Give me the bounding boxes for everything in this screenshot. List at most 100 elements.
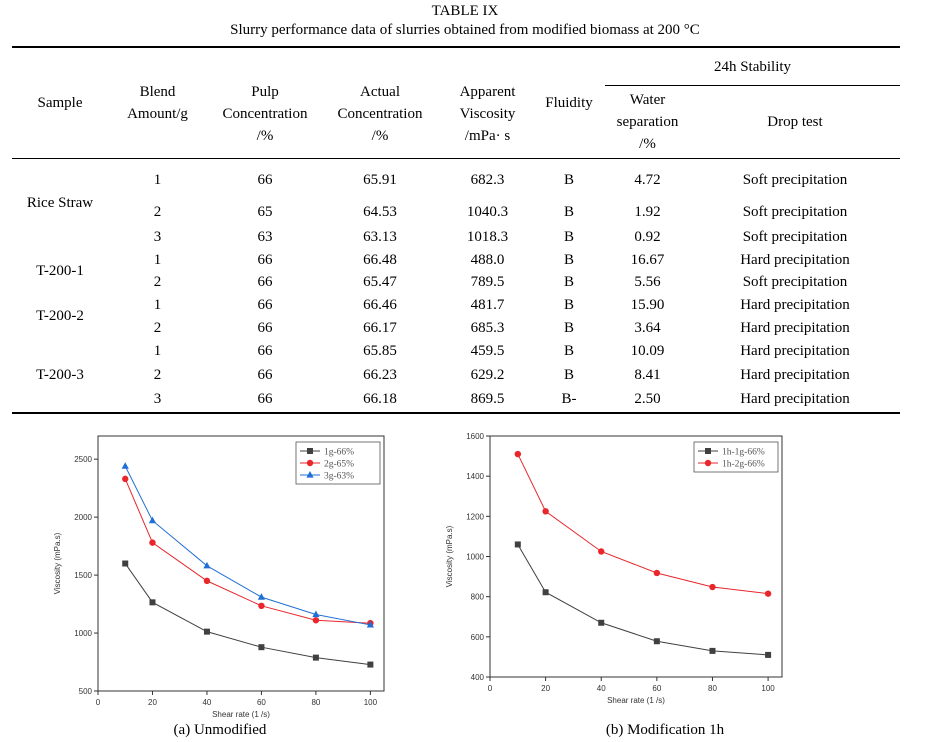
cell-actual: 66.17 <box>363 320 397 336</box>
cell-actual: 65.91 <box>363 172 397 188</box>
cell-drop: Hard precipitation <box>740 297 850 313</box>
header-actual: Actual Concentration/% <box>337 84 423 144</box>
data-point <box>258 602 265 610</box>
y-tick-label: 1000 <box>466 553 484 562</box>
cell-actual: 66.48 <box>363 252 397 268</box>
cell-viscosity: 789.5 <box>470 274 505 290</box>
legend-marker <box>705 448 711 454</box>
cell-blend: 2 <box>153 274 162 290</box>
data-point <box>709 647 716 654</box>
group-label: T-200-1 <box>36 263 84 279</box>
legend-marker <box>704 459 712 467</box>
y-tick-label: 600 <box>471 633 485 642</box>
y-axis-label: Viscosity (mPa.s) <box>53 532 62 594</box>
chart-unmodified: 0 20 40 60 80 100 500 1000 1500 2000 2500 Shear rat… <box>53 435 385 719</box>
chart-modification-1h: 0 20 40 60 80 100 400 600 800 1000 1200 1400 1600 She… <box>445 432 783 705</box>
cell-pulp: 66 <box>257 343 273 359</box>
cell-pulp: 66 <box>257 297 273 313</box>
cell-blend: 2 <box>153 367 162 383</box>
data-point <box>542 589 549 596</box>
cell-water: 15.90 <box>630 297 665 313</box>
cell-fluidity: B <box>563 229 574 245</box>
header-fluidity: Fluidity <box>545 95 593 111</box>
data-point <box>149 539 156 546</box>
group-label: T-200-3 <box>36 367 84 383</box>
data-point <box>203 561 211 569</box>
y-tick-label: 400 <box>471 673 485 682</box>
table-bottom-rule <box>12 412 900 414</box>
cell-viscosity: 629.2 <box>470 367 505 383</box>
cell-blend: 1 <box>153 252 162 268</box>
cell-viscosity: 481.7 <box>470 297 505 313</box>
header-water: Water separation/% <box>616 92 679 152</box>
cell-drop: Soft precipitation <box>742 274 848 290</box>
cell-water: 8.41 <box>634 367 661 383</box>
data-point <box>709 583 716 591</box>
legend-label: 3g-63% <box>324 472 354 482</box>
cell-actual: 66.18 <box>363 391 397 407</box>
cell-drop: Hard precipitation <box>740 252 850 268</box>
legend-label: 1h-2g-66% <box>722 460 765 470</box>
x-axis-label: Shear rate (1 /s) <box>607 696 665 705</box>
cell-pulp: 65 <box>257 204 273 220</box>
y-tick-label: 1400 <box>466 472 484 481</box>
cell-actual: 65.47 <box>363 274 397 290</box>
header-drop: Drop test <box>767 114 823 130</box>
x-tick-label: 100 <box>364 698 378 707</box>
cell-pulp: 66 <box>257 252 273 268</box>
cell-drop: Soft precipitation <box>742 204 848 220</box>
y-tick-label: 2500 <box>74 455 92 464</box>
data-point <box>514 450 522 458</box>
data-point <box>312 610 320 618</box>
data-point <box>312 617 320 624</box>
data-point <box>122 475 129 483</box>
series-line <box>517 544 769 656</box>
cell-blend: 3 <box>153 229 162 245</box>
cell-drop: Hard precipitation <box>740 343 850 359</box>
legend-label: 2g-65% <box>324 460 354 470</box>
x-tick-label: 20 <box>541 684 550 693</box>
header-viscosity: Apparent Viscosity/mPa· s <box>459 84 516 144</box>
data-point <box>149 599 156 606</box>
cell-blend: 3 <box>153 391 162 407</box>
cell-pulp: 63 <box>257 229 273 245</box>
cell-blend: 1 <box>153 343 162 359</box>
cell-water: 16.67 <box>630 252 665 268</box>
cell-viscosity: 1040.3 <box>466 204 509 220</box>
x-tick-label: 40 <box>597 684 606 693</box>
group-label: T-200-2 <box>36 308 84 324</box>
data-point <box>542 508 549 515</box>
data-point <box>257 593 266 600</box>
data-point <box>514 541 521 548</box>
y-tick-label: 1500 <box>74 571 92 580</box>
cell-water: 2.50 <box>634 391 661 407</box>
data-point <box>312 654 319 661</box>
legend-marker <box>306 459 314 467</box>
data-point <box>203 577 211 585</box>
header-stability: 24h Stability <box>713 59 792 75</box>
cell-water: 1.92 <box>634 204 661 220</box>
cell-fluidity: B <box>563 367 574 383</box>
y-tick-label: 2000 <box>74 513 92 522</box>
data-point <box>653 638 660 645</box>
x-tick-label: 60 <box>257 698 266 707</box>
header-pulp: Pulp Concentration/% <box>222 84 308 144</box>
series-line <box>124 465 371 626</box>
series-line <box>124 563 371 666</box>
table-header-rule <box>12 158 900 159</box>
data-point <box>764 590 772 597</box>
cell-water: 3.64 <box>634 320 661 336</box>
data-point <box>367 661 374 668</box>
stability-rule <box>605 85 900 86</box>
x-tick-label: 100 <box>761 684 775 693</box>
data-point <box>148 516 157 524</box>
table-subtitle: Slurry performance data of slurries obta… <box>230 22 700 38</box>
cell-viscosity: 1018.3 <box>466 229 509 245</box>
x-tick-label: 0 <box>488 684 493 693</box>
header-sample: Sample <box>37 95 83 111</box>
y-tick-label: 500 <box>79 687 93 696</box>
cell-blend: 2 <box>153 320 162 336</box>
cell-water: 5.56 <box>634 274 661 290</box>
cell-actual: 64.53 <box>363 204 397 220</box>
x-tick-label: 40 <box>202 698 211 707</box>
